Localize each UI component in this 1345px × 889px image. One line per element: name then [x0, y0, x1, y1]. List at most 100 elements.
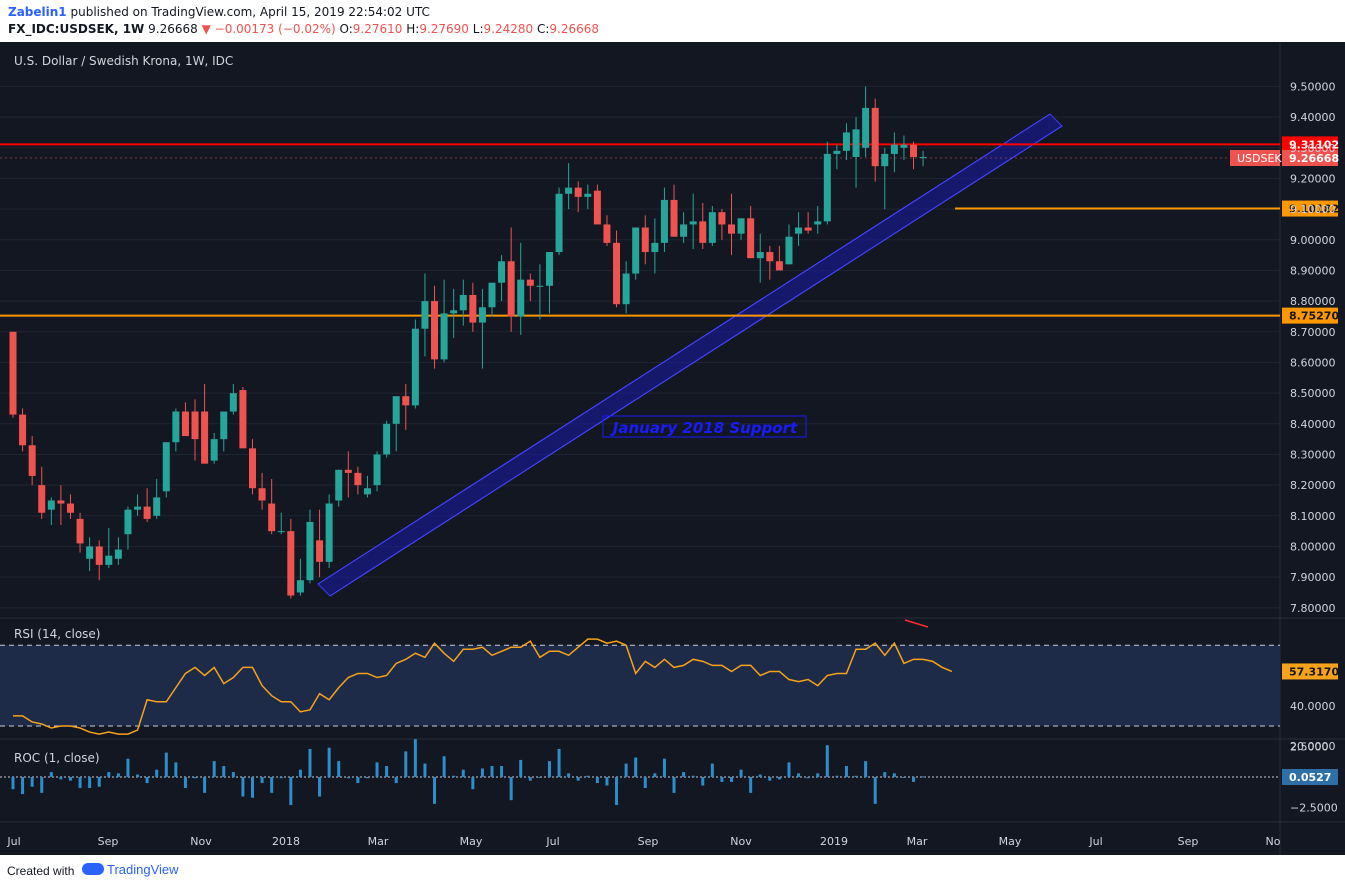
price-tick-label: 8.70000 [1290, 326, 1336, 339]
candle-body [565, 187, 573, 194]
candle-body [28, 445, 36, 476]
candle-body [641, 227, 649, 253]
roc-bar [490, 766, 494, 777]
price-tick-label: 8.80000 [1290, 295, 1336, 308]
time-tick-label: 2019 [820, 835, 848, 848]
candle-body [440, 313, 448, 360]
roc-bar [777, 777, 781, 780]
price-tick-label: 8.40000 [1290, 418, 1336, 431]
roc-bar [509, 777, 513, 801]
candle-body [852, 129, 860, 157]
candle-body [747, 218, 755, 259]
candle-body [354, 472, 362, 486]
candle-body [728, 224, 735, 234]
roc-bar [423, 763, 427, 777]
candle-body [775, 261, 783, 271]
level-label-bg [1282, 200, 1338, 217]
roc-bar [500, 766, 504, 777]
roc-bar [471, 777, 475, 790]
candle-body [287, 531, 295, 596]
roc-bar [289, 777, 293, 806]
candle-body [862, 107, 870, 148]
candle-body [507, 261, 515, 317]
candle-body [574, 187, 582, 197]
roc-bar [136, 774, 140, 777]
candle-body [153, 497, 161, 516]
time-tick-label: Jul [545, 835, 559, 848]
candle-body [172, 411, 180, 443]
roc-bar [739, 769, 743, 777]
candle-body [124, 509, 132, 535]
author-link[interactable]: Zabelin1 [8, 5, 67, 19]
roc-bar [164, 752, 168, 777]
rsi-line [13, 638, 953, 735]
candle-body [229, 393, 237, 412]
candle-body [306, 521, 314, 581]
candle-body [258, 488, 266, 501]
price-tick-label: 8.60000 [1290, 356, 1336, 369]
roc-bar [710, 763, 714, 777]
rsi-last-label: 57.3170 [1289, 665, 1339, 678]
roc-bar [538, 777, 542, 778]
candle-body [450, 310, 458, 314]
symbol-tag: USDSEK [1237, 152, 1282, 165]
candle-body [344, 469, 352, 473]
roc-bar [40, 777, 44, 793]
level-label: 9.10182 [1289, 203, 1339, 216]
roc-bar [825, 745, 829, 777]
roc-bar [605, 777, 609, 786]
roc-bar [643, 777, 647, 788]
price-tick-label: 8.90000 [1290, 264, 1336, 277]
price-tick-label: 8.20000 [1290, 479, 1336, 492]
roc-bar [327, 747, 331, 777]
roc-bar [480, 768, 484, 777]
roc-bar [78, 777, 82, 788]
candle-body [210, 439, 218, 461]
time-tick-label: Sep [98, 835, 119, 848]
roc-bar [816, 773, 820, 777]
candle-body [249, 448, 256, 489]
candle-body [296, 580, 304, 593]
roc-bar [758, 774, 762, 777]
roc-bar [21, 777, 25, 795]
channel-lower-edge [329, 125, 1063, 597]
candlestick-series [9, 86, 927, 599]
candle-body [181, 411, 189, 437]
candle-body [421, 301, 429, 329]
roc-bar [806, 777, 810, 779]
roc-title: ROC (1, close) [14, 751, 100, 765]
candle-body [105, 555, 113, 565]
roc-bar [864, 761, 868, 777]
tradingview-logo[interactable]: TradingView [82, 862, 179, 877]
chart-canvas[interactable]: January 2018 Support 9.31102 9.10182 8.752… [0, 42, 1345, 855]
time-tick-label: Nov [730, 835, 752, 848]
roc-bar [251, 777, 254, 798]
roc-bar [576, 777, 580, 781]
candle-body [19, 414, 27, 446]
candle-body [383, 423, 391, 455]
candle-body [459, 294, 467, 311]
roc-bar [11, 777, 15, 790]
rsi-tick-label: 20.0000 [1290, 740, 1336, 753]
roc-bar [59, 777, 63, 780]
rsi-pane: 40.0000 20.0000 57.3170 [0, 619, 1339, 753]
roc-bar [346, 777, 350, 779]
roc-bar [892, 773, 896, 777]
candle-body [9, 331, 17, 415]
roc-bar [394, 777, 398, 784]
roc-bar [88, 777, 92, 788]
roc-bar [203, 777, 207, 793]
price-tick-label: 7.80000 [1290, 602, 1336, 615]
candle-body [689, 221, 697, 225]
level-label-bg [1282, 307, 1338, 324]
roc-bar [365, 777, 369, 779]
candle-body [708, 212, 716, 243]
roc-bar [854, 775, 858, 777]
roc-pane: 2.5000 −2.5000 0.0527 [0, 739, 1338, 815]
price-tick-label: 9.00000 [1290, 234, 1336, 247]
support-channel: January 2018 Support [317, 113, 1063, 597]
roc-bar [404, 751, 408, 777]
roc-bar [318, 777, 322, 797]
roc-bar [902, 777, 906, 778]
roc-bar [270, 777, 274, 793]
